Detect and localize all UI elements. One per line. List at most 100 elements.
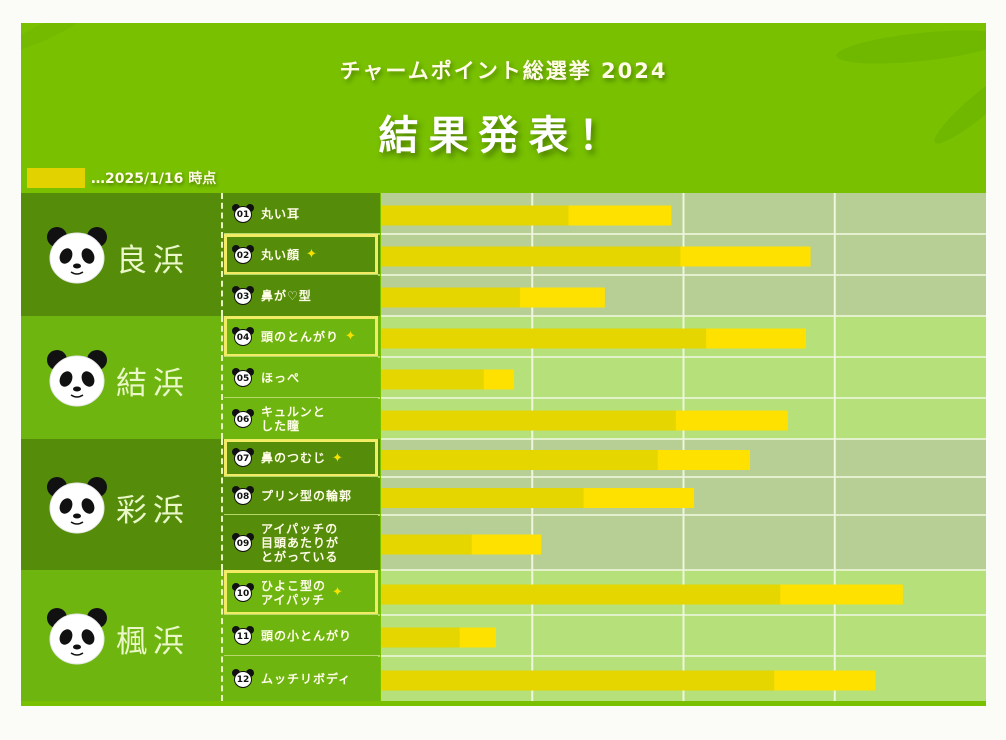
panda-face-icon xyxy=(45,225,109,285)
bar-previous xyxy=(381,627,460,648)
item-label-line: 丸い顔 xyxy=(261,247,301,262)
panda-number-badge-icon: 11 xyxy=(232,625,254,646)
x-gridline xyxy=(531,193,534,701)
item-label: 丸い顔 xyxy=(261,248,300,262)
panda-number-badge-icon: 07 xyxy=(232,448,254,468)
item-label-line: プリン型の輪郭 xyxy=(261,489,353,503)
item-label: ほっぺ xyxy=(261,371,300,385)
item-number: 09 xyxy=(234,534,252,552)
item-label-line: 鼻のつむじ xyxy=(261,451,327,465)
item-number: 11 xyxy=(234,627,252,645)
list-item: 04 頭のとんがり ✦ xyxy=(224,316,378,357)
legend-swatch xyxy=(27,168,85,188)
item-label-line: 丸い耳 xyxy=(261,206,301,221)
item-number: 02 xyxy=(234,246,252,264)
bar-previous xyxy=(381,670,775,691)
list-item: 08 プリン型の輪郭 xyxy=(224,477,378,515)
sparkle-icon: ✦ xyxy=(332,450,343,466)
item-label: ひよこ型の アイパッチ xyxy=(261,579,326,607)
chart-title: 結果発表！ xyxy=(378,113,629,159)
x-gridline xyxy=(682,193,685,701)
panda-number-badge-icon: 12 xyxy=(232,668,254,689)
panda-name: 結浜 xyxy=(116,365,190,402)
list-item: 09 アイパッチの 目頭あたりが とがっている xyxy=(224,515,378,570)
list-item: 05 ほっぺ xyxy=(224,357,378,398)
panda-number-badge-icon: 03 xyxy=(232,285,254,306)
item-label: キュルンと した瞳 xyxy=(261,405,326,433)
bar-previous xyxy=(381,584,781,605)
infographic-frame: チャームポイント総選挙 2024 結果発表！ …2025/1/16 時点 良浜 0… xyxy=(21,23,986,706)
item-label-line: 鼻が♡型 xyxy=(261,288,312,303)
bamboo-leaf-decoration xyxy=(21,23,91,58)
bar-chart xyxy=(381,193,986,701)
item-label: 鼻が♡型 xyxy=(261,289,312,303)
item-label-line: ほっぺ xyxy=(261,370,301,385)
item-number: 08 xyxy=(234,488,252,505)
list-item: 03 鼻が♡型 xyxy=(224,275,378,316)
bar-previous xyxy=(381,369,484,390)
item-label: 鼻のつむじ xyxy=(261,451,326,465)
panda-face-icon xyxy=(45,475,109,535)
item-label-line: 頭のとんがり xyxy=(261,329,340,344)
panda-number-badge-icon: 02 xyxy=(232,244,254,265)
dashed-divider xyxy=(221,439,223,570)
panda-name: 楓浜 xyxy=(116,623,190,660)
item-number: 07 xyxy=(234,450,252,467)
item-label-line: とがっている xyxy=(261,549,339,564)
list-item: 11 頭の小とんがり xyxy=(224,615,378,656)
bar-previous xyxy=(381,410,676,431)
list-item: 01 丸い耳 xyxy=(224,193,378,234)
item-label: アイパッチの 目頭あたりが とがっている xyxy=(261,522,339,564)
item-label-line: した瞳 xyxy=(261,418,301,433)
item-label: 頭のとんがり xyxy=(261,330,339,344)
list-item: 10 ひよこ型の アイパッチ ✦ xyxy=(224,570,378,615)
x-gridline xyxy=(833,193,836,701)
item-label-line: 目頭あたりが xyxy=(261,535,340,550)
item-number: 01 xyxy=(234,205,252,223)
item-label-line: ひよこ型の xyxy=(261,578,327,593)
list-item: 02 丸い顔 ✦ xyxy=(224,234,378,275)
ranking-table: 良浜 01 丸い耳 02 丸い顔 ✦ 03 鼻が♡型結浜 04 頭のとんがり ✦ 05 ほっぺ 06 キュル… xyxy=(21,193,986,706)
bar-previous xyxy=(381,287,521,308)
sparkle-icon: ✦ xyxy=(345,329,356,344)
item-label-line: ムッチリボディ xyxy=(261,671,352,686)
item-label-line: アイパッチ xyxy=(261,592,326,607)
list-item: 06 キュルンと した瞳 xyxy=(224,398,378,439)
panda-number-badge-icon: 09 xyxy=(232,532,254,553)
item-label-line: アイパッチの xyxy=(261,521,339,536)
panda-face-icon xyxy=(45,348,109,408)
bar-previous xyxy=(381,488,584,508)
sparkle-icon: ✦ xyxy=(332,585,343,600)
sparkle-icon: ✦ xyxy=(306,247,317,262)
item-label: プリン型の輪郭 xyxy=(261,489,352,503)
item-number: 05 xyxy=(234,369,252,387)
item-number: 03 xyxy=(234,287,252,305)
item-label-line: キュルンと xyxy=(261,404,326,419)
panda-number-badge-icon: 06 xyxy=(232,408,254,429)
bar-previous xyxy=(381,534,472,555)
bar-previous xyxy=(381,205,569,226)
item-label-line: 頭の小とんがり xyxy=(261,628,353,643)
panda-number-badge-icon: 01 xyxy=(232,203,254,224)
list-item: 12 ムッチリボディ xyxy=(224,656,378,701)
panda-number-badge-icon: 10 xyxy=(232,582,254,603)
chart-subtitle: チャームポイント総選挙 2024 xyxy=(339,59,668,83)
item-number: 06 xyxy=(234,410,252,428)
panda-name: 良浜 xyxy=(116,242,190,279)
dashed-divider xyxy=(221,570,223,701)
item-label: 丸い耳 xyxy=(261,207,300,221)
bar-previous xyxy=(381,246,681,267)
item-number: 04 xyxy=(234,328,252,346)
item-number: 10 xyxy=(234,584,252,602)
dashed-divider xyxy=(221,193,223,316)
item-number: 12 xyxy=(234,670,252,688)
panda-number-badge-icon: 04 xyxy=(232,326,254,347)
panda-number-badge-icon: 05 xyxy=(232,367,254,388)
list-item: 07 鼻のつむじ ✦ xyxy=(224,439,378,477)
panda-number-badge-icon: 08 xyxy=(232,486,254,506)
item-label: ムッチリボディ xyxy=(261,672,351,686)
item-label: 頭の小とんがり xyxy=(261,629,352,643)
bar-previous xyxy=(381,328,707,349)
panda-face-icon xyxy=(45,606,109,666)
dashed-divider xyxy=(221,316,223,439)
